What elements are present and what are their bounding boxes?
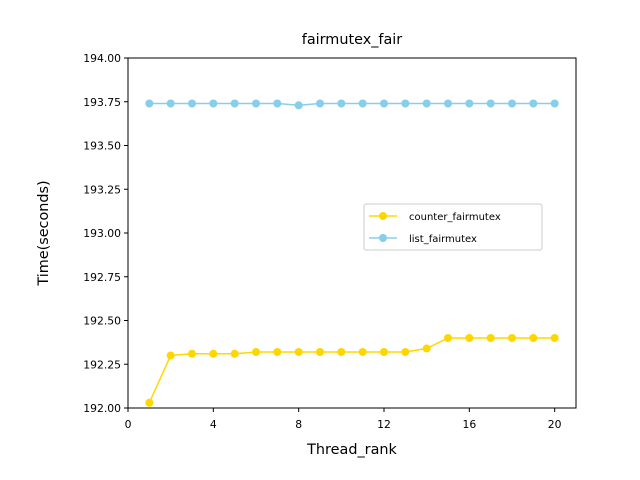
y-tick-label: 193.50 <box>83 140 121 153</box>
data-point-list_fairmutex <box>358 99 367 108</box>
data-point-counter_fairmutex <box>166 351 175 360</box>
data-point-counter_fairmutex <box>465 334 474 342</box>
data-point-counter_fairmutex <box>529 334 538 342</box>
x-tick-label: 0 <box>125 418 132 431</box>
y-tick-label: 192.25 <box>83 358 121 371</box>
data-point-counter_fairmutex <box>316 348 324 356</box>
legend-marker <box>379 212 387 220</box>
data-point-list_fairmutex <box>550 99 559 108</box>
data-point-counter_fairmutex <box>294 348 303 356</box>
data-point-list_fairmutex <box>486 99 495 108</box>
data-point-list_fairmutex <box>166 99 175 108</box>
data-point-counter_fairmutex <box>145 398 154 407</box>
legend-items: counter_fairmutex list_fairmutex <box>369 212 501 245</box>
data-point-counter_fairmutex <box>273 348 282 356</box>
y-tick-label: 192.00 <box>83 402 121 415</box>
data-point-list_fairmutex <box>337 99 346 108</box>
data-point-counter_fairmutex <box>508 334 516 342</box>
data-point-counter_fairmutex <box>444 334 452 342</box>
data-point-counter_fairmutex <box>550 334 559 342</box>
x-axis: 0 4 8 12 16 20 <box>125 408 562 431</box>
x-tick-label: 20 <box>548 418 562 431</box>
chart-title: fairmutex_fair <box>302 32 403 48</box>
data-point-list_fairmutex <box>316 99 324 108</box>
data-point-list_fairmutex <box>145 99 154 108</box>
data-point-counter_fairmutex <box>337 348 346 356</box>
legend-label: counter_fairmutex <box>409 212 501 223</box>
data-point-list_fairmutex <box>508 99 516 108</box>
legend: counter_fairmutex list_fairmutex <box>363 203 543 251</box>
data-point-list_fairmutex <box>209 99 218 108</box>
data-point-counter_fairmutex <box>358 348 367 356</box>
data-point-list_fairmutex <box>252 99 260 108</box>
data-point-list_fairmutex <box>529 99 538 108</box>
x-tick-label: 4 <box>210 418 217 431</box>
data-point-list_fairmutex <box>188 99 196 108</box>
data-point-list_fairmutex <box>294 101 303 110</box>
y-tick-label: 194.00 <box>83 52 121 65</box>
data-point-list_fairmutex <box>465 99 474 108</box>
x-tick-label: 16 <box>462 418 476 431</box>
legend-item-counter_fairmutex: counter_fairmutex <box>369 212 501 223</box>
legend-item-list_fairmutex: list_fairmutex <box>369 234 477 245</box>
y-tick-label: 192.50 <box>83 315 121 328</box>
series-layer <box>145 99 559 407</box>
x-tick-label: 8 <box>295 418 302 431</box>
data-point-list_fairmutex <box>444 99 452 108</box>
data-point-list_fairmutex <box>230 99 239 108</box>
y-axis: 192.00 192.25 192.50 192.75 193.00 193.25 193.… <box>83 52 128 415</box>
y-tick-label: 193.00 <box>83 227 121 240</box>
data-point-counter_fairmutex <box>209 349 218 358</box>
y-tick-label: 193.75 <box>83 96 121 109</box>
data-point-list_fairmutex <box>380 99 388 108</box>
data-point-counter_fairmutex <box>486 334 495 342</box>
y-tick-label: 193.25 <box>83 183 121 196</box>
x-axis-label: Thread_rank <box>306 442 397 458</box>
y-tick-label: 192.75 <box>83 271 121 284</box>
legend-label: list_fairmutex <box>409 234 477 245</box>
data-point-list_fairmutex <box>422 99 431 108</box>
data-point-counter_fairmutex <box>401 348 410 356</box>
x-tick-label: 12 <box>377 418 391 431</box>
legend-box <box>363 203 543 251</box>
series-list_fairmutex <box>145 99 559 110</box>
data-point-counter_fairmutex <box>380 348 388 356</box>
y-axis-label: Time(seconds) <box>36 180 52 286</box>
legend-marker <box>379 234 387 242</box>
series-counter_fairmutex <box>145 334 559 407</box>
data-point-counter_fairmutex <box>230 349 239 358</box>
data-point-counter_fairmutex <box>422 344 431 353</box>
data-point-counter_fairmutex <box>252 348 260 356</box>
data-point-list_fairmutex <box>273 99 282 108</box>
data-point-counter_fairmutex <box>188 349 196 358</box>
data-point-list_fairmutex <box>401 99 410 108</box>
